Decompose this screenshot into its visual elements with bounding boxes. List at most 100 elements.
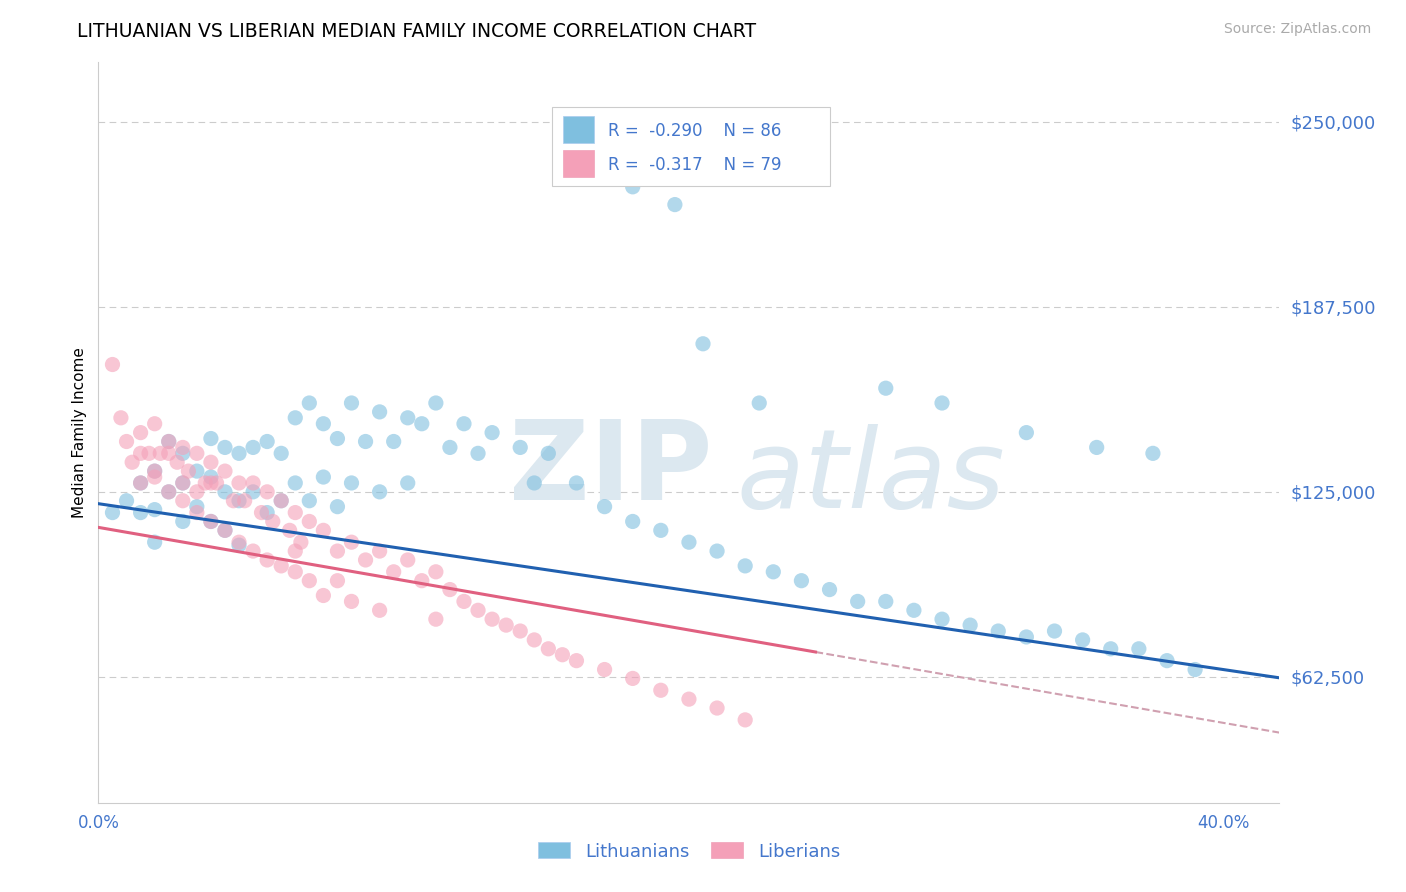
Point bbox=[467, 603, 489, 617]
Point bbox=[959, 618, 981, 632]
Point bbox=[650, 524, 672, 538]
Point bbox=[903, 603, 925, 617]
Point bbox=[143, 464, 166, 478]
Point bbox=[177, 464, 200, 478]
Point bbox=[242, 441, 264, 455]
Point bbox=[411, 574, 433, 588]
Point bbox=[250, 506, 273, 520]
Point bbox=[790, 574, 813, 588]
Point bbox=[172, 475, 194, 490]
Point bbox=[382, 565, 405, 579]
Point bbox=[1156, 654, 1178, 668]
Point bbox=[186, 464, 208, 478]
Point bbox=[354, 553, 377, 567]
Point bbox=[214, 464, 236, 478]
Point bbox=[186, 446, 208, 460]
Point bbox=[734, 558, 756, 573]
Point bbox=[270, 493, 292, 508]
Point bbox=[256, 553, 278, 567]
Point bbox=[875, 381, 897, 395]
Point bbox=[143, 502, 166, 516]
Point bbox=[931, 396, 953, 410]
Point bbox=[439, 441, 461, 455]
Point bbox=[200, 432, 222, 446]
Point bbox=[312, 417, 335, 431]
Point bbox=[270, 558, 292, 573]
Point bbox=[284, 506, 307, 520]
Point bbox=[270, 446, 292, 460]
Point bbox=[1142, 446, 1164, 460]
Point bbox=[678, 692, 700, 706]
Point bbox=[425, 396, 447, 410]
Point bbox=[129, 446, 152, 460]
Point bbox=[593, 663, 616, 677]
Point bbox=[565, 654, 588, 668]
Point bbox=[312, 589, 335, 603]
Point bbox=[368, 544, 391, 558]
Point bbox=[762, 565, 785, 579]
Point bbox=[875, 594, 897, 608]
Point bbox=[396, 475, 419, 490]
Point bbox=[453, 417, 475, 431]
Point bbox=[200, 475, 222, 490]
Text: Source: ZipAtlas.com: Source: ZipAtlas.com bbox=[1223, 22, 1371, 37]
Point bbox=[706, 544, 728, 558]
Point bbox=[340, 475, 363, 490]
Point bbox=[931, 612, 953, 626]
Point bbox=[846, 594, 869, 608]
Point bbox=[1099, 641, 1122, 656]
Point bbox=[650, 683, 672, 698]
Point bbox=[143, 417, 166, 431]
Point bbox=[129, 475, 152, 490]
Point bbox=[664, 197, 686, 211]
Point bbox=[368, 603, 391, 617]
Point bbox=[200, 455, 222, 469]
Point bbox=[222, 493, 245, 508]
Point bbox=[157, 484, 180, 499]
Point bbox=[382, 434, 405, 449]
Point bbox=[129, 506, 152, 520]
Point bbox=[172, 493, 194, 508]
Point bbox=[278, 524, 301, 538]
Point bbox=[143, 470, 166, 484]
Point bbox=[172, 441, 194, 455]
Point bbox=[143, 535, 166, 549]
Point bbox=[214, 484, 236, 499]
Point bbox=[186, 500, 208, 514]
Point bbox=[284, 410, 307, 425]
Point bbox=[439, 582, 461, 597]
Point bbox=[129, 425, 152, 440]
Point bbox=[262, 515, 284, 529]
Point bbox=[284, 565, 307, 579]
Point bbox=[284, 544, 307, 558]
Point bbox=[1015, 630, 1038, 644]
Point bbox=[481, 612, 503, 626]
Point bbox=[523, 632, 546, 647]
Point bbox=[621, 179, 644, 194]
Point bbox=[200, 515, 222, 529]
Point bbox=[228, 535, 250, 549]
Point bbox=[172, 515, 194, 529]
Point bbox=[1085, 441, 1108, 455]
Point bbox=[340, 396, 363, 410]
Point bbox=[290, 535, 312, 549]
Text: R =  -0.290    N = 86: R = -0.290 N = 86 bbox=[607, 121, 782, 140]
Point bbox=[354, 434, 377, 449]
Point bbox=[149, 446, 172, 460]
Point bbox=[242, 475, 264, 490]
Legend: Lithuanians, Liberians: Lithuanians, Liberians bbox=[530, 835, 848, 868]
Point bbox=[481, 425, 503, 440]
Point bbox=[467, 446, 489, 460]
Point bbox=[242, 484, 264, 499]
Text: LITHUANIAN VS LIBERIAN MEDIAN FAMILY INCOME CORRELATION CHART: LITHUANIAN VS LIBERIAN MEDIAN FAMILY INC… bbox=[77, 22, 756, 41]
Point bbox=[411, 417, 433, 431]
Point bbox=[312, 524, 335, 538]
Point bbox=[298, 493, 321, 508]
Point bbox=[453, 594, 475, 608]
Point bbox=[692, 336, 714, 351]
Point bbox=[1043, 624, 1066, 638]
Point bbox=[200, 470, 222, 484]
Point bbox=[340, 535, 363, 549]
Point bbox=[166, 455, 188, 469]
Y-axis label: Median Family Income: Median Family Income bbox=[72, 347, 87, 518]
